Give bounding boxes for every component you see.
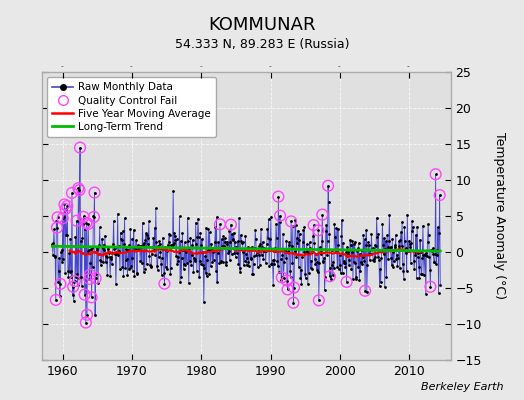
Point	[325, 273, 334, 280]
Point	[361, 288, 369, 294]
Point	[53, 214, 62, 220]
Point	[216, 221, 224, 228]
Point	[86, 272, 94, 278]
Point	[59, 215, 67, 222]
Point	[342, 279, 351, 285]
Point	[79, 214, 88, 220]
Point	[83, 312, 91, 318]
Point	[92, 275, 100, 281]
Legend: Raw Monthly Data, Quality Control Fail, Five Year Moving Average, Long-Term Tren: Raw Monthly Data, Quality Control Fail, …	[47, 77, 216, 137]
Point	[318, 212, 326, 218]
Point	[85, 276, 93, 282]
Point	[88, 294, 96, 300]
Point	[74, 185, 82, 192]
Point	[51, 297, 60, 303]
Point	[314, 297, 323, 304]
Point	[63, 203, 72, 209]
Text: KOMMUNAR: KOMMUNAR	[208, 16, 316, 34]
Text: 54.333 N, 89.283 E (Russia): 54.333 N, 89.283 E (Russia)	[174, 38, 350, 51]
Point	[435, 192, 444, 198]
Point	[276, 212, 285, 219]
Point	[287, 218, 296, 224]
Point	[72, 218, 81, 224]
Point	[283, 277, 291, 284]
Point	[426, 284, 434, 290]
Point	[76, 144, 84, 151]
Point	[84, 221, 92, 227]
Point	[81, 292, 89, 298]
Point	[82, 220, 91, 226]
Y-axis label: Temperature Anomaly (°C): Temperature Anomaly (°C)	[493, 132, 506, 300]
Text: Berkeley Earth: Berkeley Earth	[421, 382, 503, 392]
Point	[310, 222, 318, 228]
Point	[314, 227, 322, 234]
Point	[82, 319, 90, 326]
Point	[68, 190, 76, 196]
Point	[75, 187, 84, 193]
Point	[431, 171, 440, 178]
Point	[61, 206, 70, 212]
Point	[290, 284, 298, 291]
Point	[69, 284, 78, 290]
Point	[278, 274, 286, 280]
Point	[324, 182, 332, 189]
Point	[56, 281, 64, 287]
Point	[60, 201, 69, 208]
Point	[53, 224, 61, 231]
Point	[227, 222, 235, 228]
Point	[90, 189, 99, 196]
Point	[289, 300, 298, 306]
Point	[71, 278, 79, 284]
Point	[160, 280, 169, 287]
Point	[274, 194, 282, 200]
Point	[90, 214, 98, 220]
Point	[283, 286, 292, 293]
